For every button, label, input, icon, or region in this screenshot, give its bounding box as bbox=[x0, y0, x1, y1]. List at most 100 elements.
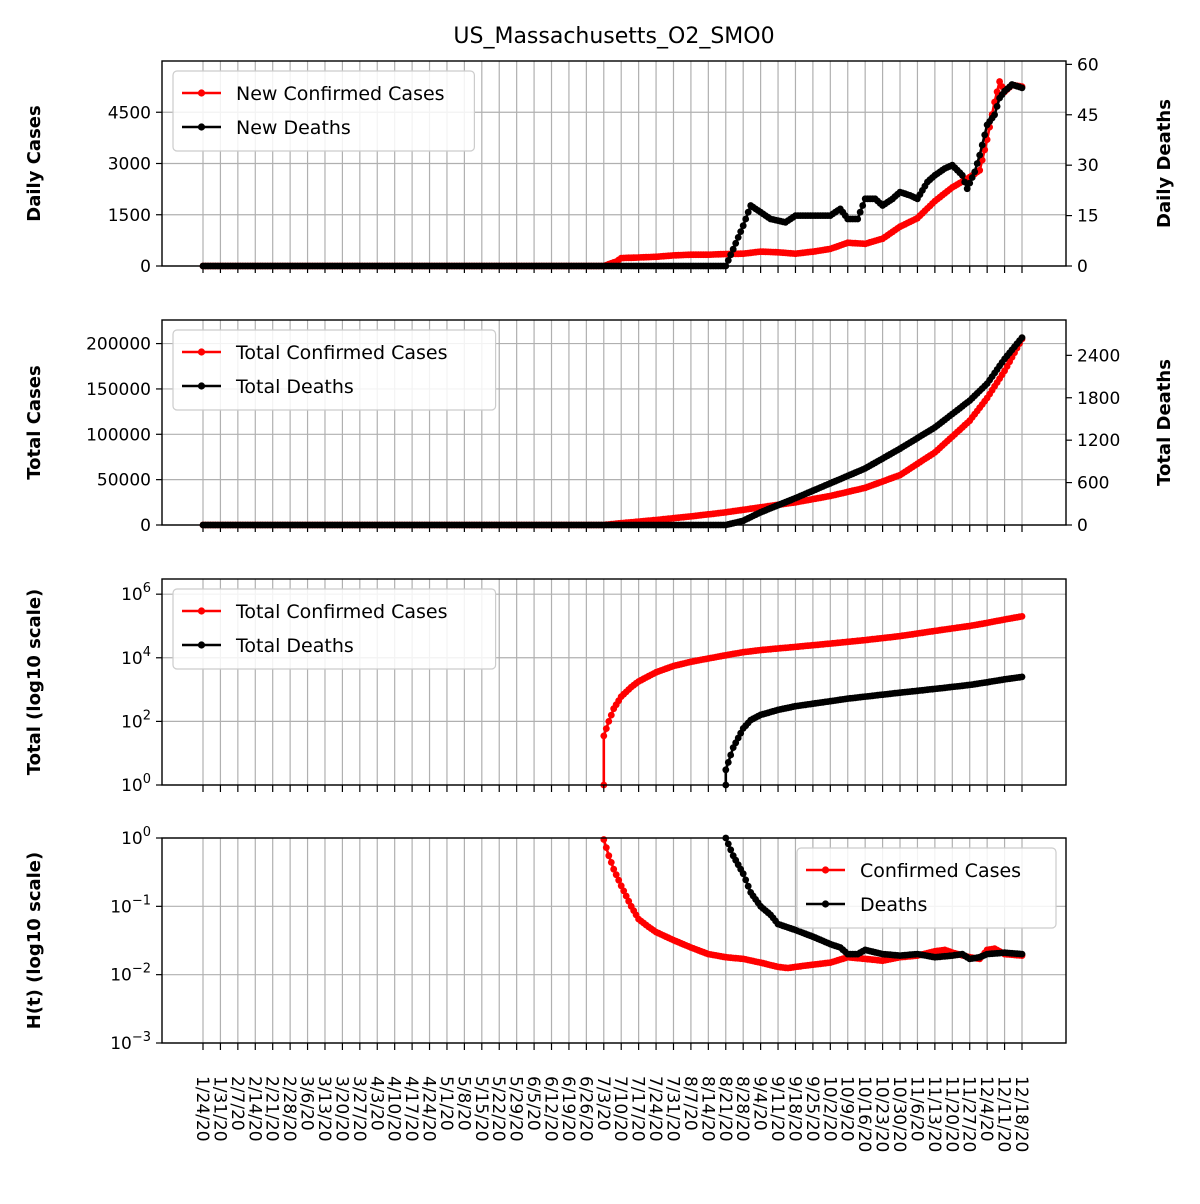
data-point bbox=[607, 859, 615, 866]
legend-label: New Confirmed Cases bbox=[236, 83, 445, 105]
data-point bbox=[620, 887, 628, 895]
legend: Confirmed Cases Deaths bbox=[796, 847, 1057, 929]
legend-label: Total Confirmed Cases bbox=[235, 342, 448, 364]
data-point bbox=[737, 228, 745, 236]
data-point bbox=[958, 171, 966, 179]
data-point bbox=[1018, 613, 1026, 620]
x-tick-label: 5/8/20 bbox=[453, 1076, 473, 1131]
data-point bbox=[600, 836, 608, 843]
x-tick-label: 10/23/20 bbox=[872, 1076, 892, 1152]
data-point bbox=[602, 725, 610, 732]
x-tick-label: 3/6/20 bbox=[297, 1076, 317, 1131]
y-tick-label: 4500 bbox=[108, 103, 151, 123]
y-tick-label: 106 bbox=[121, 581, 151, 605]
panel-total: 0 50000 100000 150000 200000 0 600 1200 1800 2400… bbox=[24, 319, 1175, 536]
legend-box bbox=[172, 329, 497, 411]
legend-label: New Deaths bbox=[236, 117, 351, 139]
y2-tick-label: 1200 bbox=[1077, 431, 1120, 451]
data-point bbox=[981, 131, 989, 139]
legend-swatch-marker bbox=[197, 89, 206, 97]
x-tick-label: 6/26/20 bbox=[575, 1076, 595, 1142]
y2-tick-label: 0 bbox=[1077, 257, 1088, 277]
x-tick-label: 2/21/20 bbox=[262, 1076, 282, 1142]
data-point bbox=[610, 865, 618, 873]
legend-swatch-marker bbox=[197, 348, 206, 356]
x-tick-label: 3/13/20 bbox=[314, 1076, 334, 1142]
legend-label: Total Confirmed Cases bbox=[235, 601, 448, 623]
x-tick-label: 12/11/20 bbox=[994, 1076, 1014, 1152]
series-log-0 bbox=[600, 613, 1026, 789]
y-tick-label: 100000 bbox=[86, 425, 151, 445]
y2-tick-label: 2400 bbox=[1077, 346, 1120, 366]
x-tick-label: 7/24/20 bbox=[645, 1076, 665, 1142]
x-tick-label: 7/17/20 bbox=[628, 1076, 648, 1142]
legend: Total Confirmed Cases Total Deaths bbox=[172, 329, 497, 411]
x-tick-label: 2/7/20 bbox=[227, 1076, 247, 1131]
data-point bbox=[742, 215, 750, 223]
y-tick-label: 10−2 bbox=[110, 962, 151, 986]
x-tick-label: 7/10/20 bbox=[610, 1076, 630, 1142]
x-tick-label: 8/28/20 bbox=[732, 1076, 752, 1142]
y2-axis-title: Total Deaths bbox=[1154, 359, 1175, 486]
x-tick-label: 8/21/20 bbox=[715, 1076, 735, 1142]
data-point bbox=[971, 168, 979, 176]
x-tick-label: 1/24/20 bbox=[192, 1076, 212, 1142]
data-point bbox=[625, 897, 633, 905]
x-tick-label: 4/24/20 bbox=[419, 1076, 439, 1142]
legend-label: Total Deaths bbox=[235, 635, 354, 657]
data-point bbox=[727, 251, 735, 259]
data-point bbox=[722, 766, 730, 774]
x-tick-label: 10/16/20 bbox=[854, 1076, 874, 1152]
legend-box bbox=[172, 70, 475, 152]
data-point bbox=[963, 185, 971, 193]
x-tick-label: 11/20/20 bbox=[941, 1076, 961, 1152]
y-tick-label: 100 bbox=[121, 772, 151, 796]
legend-swatch-marker bbox=[821, 900, 830, 908]
data-point bbox=[612, 871, 620, 879]
data-point bbox=[993, 103, 1001, 110]
y-axis-title: H(t) (log10 scale) bbox=[24, 852, 45, 1030]
legend-label: Deaths bbox=[860, 894, 927, 916]
x-tick-label: 11/27/20 bbox=[959, 1076, 979, 1152]
x-tick-label: 3/20/20 bbox=[331, 1076, 351, 1142]
data-point bbox=[1018, 673, 1026, 681]
x-tick-label: 5/22/20 bbox=[488, 1076, 508, 1142]
x-tick-label: 10/9/20 bbox=[837, 1076, 857, 1142]
y2-axis-title: Daily Deaths bbox=[1154, 99, 1175, 228]
data-point bbox=[724, 840, 732, 848]
y-tick-label: 3000 bbox=[108, 155, 151, 175]
x-tick-label: 7/31/20 bbox=[662, 1076, 682, 1142]
data-point bbox=[991, 111, 998, 119]
panel-ht: 10−3 10−2 10−1 100 H(t) (log10 scale) Confirm… bbox=[24, 825, 1067, 1054]
data-point bbox=[993, 88, 1001, 96]
data-point bbox=[607, 711, 615, 719]
data-point bbox=[739, 870, 747, 878]
x-tick-label: 5/1/20 bbox=[436, 1076, 456, 1131]
data-point bbox=[724, 257, 732, 264]
y2-tick-label: 15 bbox=[1077, 207, 1099, 227]
y2-tick-label: 0 bbox=[1077, 516, 1088, 536]
data-point bbox=[742, 876, 750, 884]
data-point bbox=[1018, 334, 1026, 342]
x-tick-label: 4/10/20 bbox=[384, 1076, 404, 1142]
legend-swatch-marker bbox=[197, 607, 206, 615]
y-axis-title: Daily Cases bbox=[24, 105, 45, 221]
x-tick-label: 6/12/20 bbox=[541, 1076, 561, 1142]
x-tick-label: 8/14/20 bbox=[697, 1076, 717, 1142]
panel-daily: 0 1500 3000 4500 0 15 30 45 60 Daily Cases Daily D… bbox=[24, 55, 1175, 277]
x-tick-label: 12/4/20 bbox=[976, 1076, 996, 1142]
x-tick-label: 3/27/20 bbox=[349, 1076, 369, 1142]
data-point bbox=[600, 732, 608, 740]
y-tick-label: 102 bbox=[121, 708, 151, 732]
axes-frame bbox=[161, 319, 1067, 526]
x-tick-label: 5/15/20 bbox=[471, 1076, 491, 1142]
x-tick-label: 2/28/20 bbox=[279, 1076, 299, 1142]
data-point bbox=[978, 141, 986, 149]
legend-box bbox=[172, 588, 497, 670]
legend: Total Confirmed Cases Total Deaths bbox=[172, 588, 497, 670]
x-tick-label: 6/5/20 bbox=[523, 1076, 543, 1131]
x-tick-label: 7/3/20 bbox=[593, 1076, 613, 1131]
x-tick-label: 1/31/20 bbox=[209, 1076, 229, 1142]
